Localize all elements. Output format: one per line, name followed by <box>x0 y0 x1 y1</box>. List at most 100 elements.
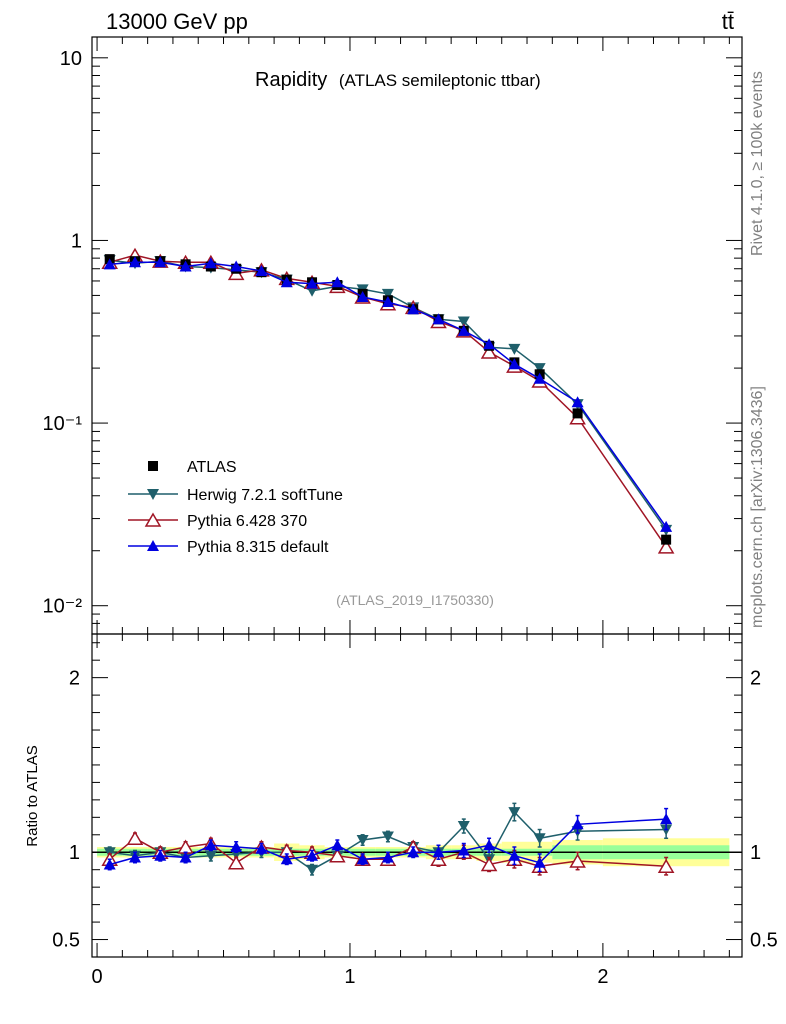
ratio-point-pythia8 <box>179 851 192 863</box>
legend-label-pythia6: Pythia 6.428 370 <box>187 513 307 530</box>
ratio-line-pythia8 <box>109 818 667 866</box>
ratio-point-pythia8 <box>204 839 217 851</box>
point-pythia8 <box>331 276 344 288</box>
ratio-y-tick-label-right: 2 <box>750 668 761 690</box>
legend-entry-pythia8: Pythia 8.315 default <box>128 539 329 556</box>
side-label-bottom: mcplots.cern.ch [arXiv:1306.3436] <box>749 386 766 628</box>
point-herwig <box>533 363 546 375</box>
ratio-point-herwig <box>204 850 217 862</box>
ratio-point-pythia8 <box>356 853 369 865</box>
point-pythia8 <box>179 260 192 272</box>
ratio-y-tick-label-left: 2 <box>69 668 80 690</box>
point-pythia6 <box>657 539 675 554</box>
y-tick-label: 10 <box>60 48 82 70</box>
ratio-point-herwig <box>356 835 369 847</box>
ratio-point-pythia8 <box>660 813 673 825</box>
main-series-layer <box>101 247 675 554</box>
point-pythia8 <box>432 313 445 325</box>
legend-marker-herwig <box>147 489 159 500</box>
point-pythia8 <box>306 277 319 289</box>
point-pythia8 <box>381 296 394 308</box>
ratio-point-pythia6 <box>227 855 245 870</box>
plot-title-main: Rapidity <box>255 69 327 91</box>
legend-marker-atlas <box>148 461 158 471</box>
point-pythia8 <box>103 258 116 270</box>
ratio-y-tick-label-right: 1 <box>750 842 761 864</box>
point-pythia8 <box>407 303 420 315</box>
y-tick-label: 1 <box>71 230 82 252</box>
ratio-point-pythia8 <box>432 846 445 858</box>
y-tick-label: 10⁻¹ <box>43 413 83 435</box>
series-line-pythia8 <box>109 261 667 528</box>
point-pythia6 <box>480 344 498 359</box>
point-herwig <box>457 316 470 328</box>
ratio-point-herwig <box>306 864 319 876</box>
ratio-point-pythia8 <box>483 839 496 851</box>
ratio-point-pythia8 <box>331 839 344 851</box>
legend-marker-pythia6 <box>144 512 162 527</box>
point-pythia8 <box>230 260 243 272</box>
ratio-point-pythia8 <box>533 856 546 868</box>
point-pythia8 <box>280 276 293 288</box>
y-tick-label: 10⁻² <box>43 596 83 618</box>
point-herwig <box>381 288 394 300</box>
point-data <box>572 408 583 419</box>
ratio-line-herwig <box>109 810 667 871</box>
point-pythia8 <box>571 396 584 408</box>
ratio-point-pythia8 <box>407 846 420 858</box>
ratio-point-pythia8 <box>381 851 394 863</box>
ratio-point-pythia8 <box>154 849 167 861</box>
ratio-point-pythia6 <box>569 853 586 868</box>
x-tick-label: 2 <box>597 966 608 988</box>
ratio-ylabel: Ratio to ATLAS <box>24 745 41 846</box>
point-pythia8 <box>154 256 167 268</box>
ratio-point-herwig <box>533 833 546 845</box>
point-data <box>661 534 672 545</box>
point-pythia8 <box>356 291 369 303</box>
ratio-point-pythia8 <box>508 849 521 861</box>
ratio-point-herwig <box>508 807 521 819</box>
point-herwig <box>508 343 521 355</box>
ratio-point-pythia8 <box>280 853 293 865</box>
analysis-label: (ATLAS_2019_I1750330) <box>336 592 494 608</box>
point-pythia8 <box>204 257 217 269</box>
ratio-axis-ticks: 2 2 1 1 0.5 0.5 0 1 2 <box>52 634 778 988</box>
legend-entry-pythia6: Pythia 6.428 370 <box>128 512 307 530</box>
side-label-top: Rivet 4.1.0, ≥ 100k events <box>749 71 766 256</box>
ratio-point-herwig <box>457 821 470 833</box>
point-pythia8 <box>483 338 496 350</box>
legend-entry-atlas: ATLAS <box>148 459 237 476</box>
ratio-point-pythia8 <box>306 849 319 861</box>
legend-marker-pythia8 <box>147 540 159 551</box>
ratio-point-pythia8 <box>457 844 470 856</box>
plot-title-sub: (ATLAS semileptonic ttbar) <box>339 71 541 90</box>
process-label: tt̄ <box>722 9 734 34</box>
ratio-point-pythia6 <box>480 856 498 872</box>
ratio-point-pythia8 <box>103 858 116 870</box>
ratio-point-pythia8 <box>571 818 584 830</box>
legend-label-atlas: ATLAS <box>187 459 237 476</box>
legend: ATLAS Herwig 7.2.1 softTune Pythia 6.428… <box>128 459 343 556</box>
ratio-panel-frame <box>91 633 743 958</box>
energy-label: 13000 GeV pp <box>106 9 248 34</box>
main-axis-ticks: 10 1 10⁻¹ 10⁻² <box>43 37 742 635</box>
ratio-point-pythia6 <box>329 848 346 863</box>
ratio-point-pythia6 <box>657 858 675 873</box>
ratio-point-pythia8 <box>128 851 141 863</box>
ratio-point-herwig <box>381 831 394 843</box>
point-pythia8 <box>457 324 470 336</box>
ratio-y-tick-label-right: 0.5 <box>750 930 778 952</box>
point-pythia8 <box>128 256 141 268</box>
point-pythia8 <box>533 372 546 384</box>
ratio-point-pythia8 <box>255 842 268 854</box>
legend-entry-herwig: Herwig 7.2.1 softTune <box>128 487 343 504</box>
x-tick-label: 0 <box>91 966 102 988</box>
legend-label-herwig: Herwig 7.2.1 softTune <box>187 487 343 504</box>
ratio-point-pythia8 <box>230 841 243 853</box>
legend-label-pythia8: Pythia 8.315 default <box>187 539 329 556</box>
ratio-point-pythia6 <box>126 830 144 846</box>
ratio-y-tick-label-left: 1 <box>69 842 80 864</box>
point-pythia8 <box>255 265 268 277</box>
plot-title: Rapidity (ATLAS semileptonic ttbar) <box>255 69 541 91</box>
